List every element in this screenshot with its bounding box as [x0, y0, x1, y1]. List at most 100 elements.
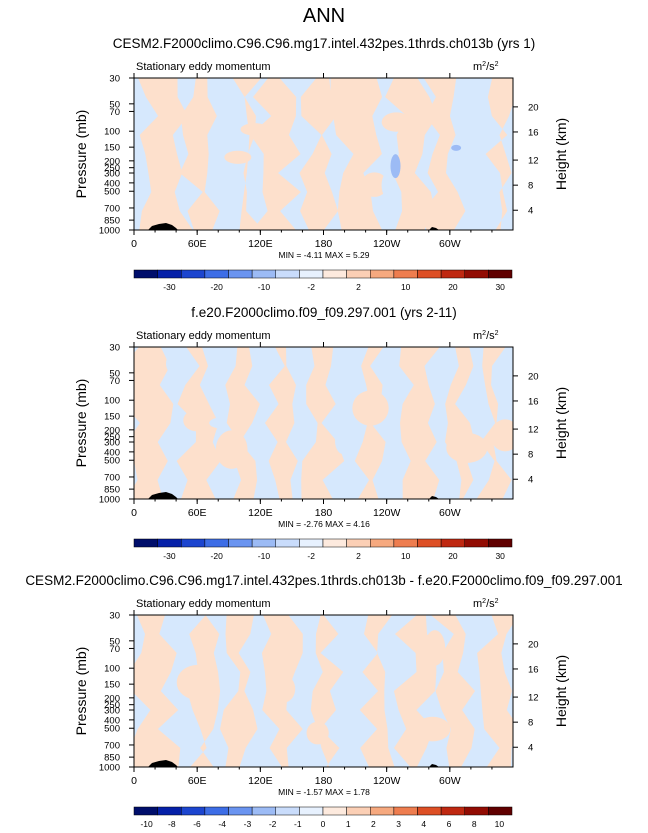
colorbar-swatch — [299, 538, 324, 548]
colorbar-label: 20 — [448, 551, 458, 561]
positive-region — [359, 615, 395, 767]
y2-tick-label: 16 — [528, 664, 539, 675]
positive-region — [422, 78, 466, 230]
positive-region — [250, 78, 301, 230]
colorbar-swatch — [133, 806, 158, 816]
colorbar-label: 20 — [448, 282, 458, 292]
colorbar-swatch — [370, 538, 395, 548]
colorbar-label: 10 — [401, 551, 411, 561]
colorbar-swatch — [133, 269, 158, 279]
negative-patch — [432, 360, 459, 382]
field-label: Stationary eddy momentum — [136, 61, 271, 73]
colorbar-swatch — [393, 538, 418, 548]
x-tick-label: 60W — [439, 775, 461, 787]
field-label: Stationary eddy momentum — [136, 598, 271, 610]
positive-region — [301, 347, 345, 499]
panel-title: f.e20.F2000climo.f09_f09.297.001 (yrs 2-… — [191, 305, 456, 320]
x-tick-label: 60E — [188, 507, 207, 519]
y-tick-label: 150 — [104, 143, 120, 154]
y2-tick-label: 8 — [528, 450, 533, 461]
colorbar-label: 30 — [495, 551, 505, 561]
y-tick-label: 200 — [104, 425, 120, 436]
y-tick-label: 850 — [104, 485, 120, 496]
colorbar-swatch — [299, 806, 324, 816]
colorbar-label: -4 — [218, 819, 226, 829]
y2-tick-label: 12 — [528, 156, 539, 167]
y2-axis-label: Height (km) — [553, 655, 569, 727]
x-tick-label: 60W — [439, 238, 461, 250]
y-axis-label: Pressure (mb) — [73, 379, 89, 468]
colorbar-label: -2 — [269, 819, 277, 829]
y-tick-label: 700 — [104, 203, 120, 214]
negative-patch — [335, 427, 351, 455]
colorbar-swatch — [464, 538, 489, 548]
y-tick-label: 150 — [104, 412, 120, 423]
y-tick-label: 100 — [104, 127, 120, 138]
positive-patch — [414, 716, 451, 742]
y-axis-label: Pressure (mb) — [73, 110, 89, 199]
positive-region — [399, 347, 440, 499]
positive-patch — [233, 702, 254, 735]
y2-tick-label: 16 — [528, 127, 539, 138]
positive-patch — [272, 675, 296, 703]
panel-title: CESM2.F2000climo.C96.C96.mg17.intel.432p… — [113, 36, 535, 51]
positive-patch — [183, 409, 211, 432]
positive-region — [299, 78, 339, 230]
terrain-mask — [148, 492, 178, 499]
colorbar-swatch — [393, 269, 418, 279]
positive-region — [265, 347, 298, 499]
y-tick-label: 50 — [109, 368, 120, 379]
colorbar-label: -6 — [193, 819, 201, 829]
positive-region — [385, 78, 438, 230]
colorbar-swatch — [440, 538, 465, 548]
y-tick-label: 100 — [104, 664, 120, 675]
y2-tick-label: 12 — [528, 425, 539, 436]
colorbar-swatch — [440, 269, 465, 279]
y-tick-label: 1000 — [99, 226, 120, 237]
y2-tick-label: 20 — [528, 371, 539, 382]
y-tick-label: 1000 — [99, 763, 120, 774]
positive-region — [445, 347, 475, 499]
y-tick-label: 850 — [104, 753, 120, 764]
y-tick-label: 700 — [104, 740, 120, 751]
colorbar-swatch — [181, 538, 206, 548]
y2-axis-label: Height (km) — [553, 387, 569, 459]
colorbar-label: -10 — [140, 819, 153, 829]
colorbar-swatch — [370, 806, 395, 816]
terrain-mask — [429, 227, 439, 230]
positive-region — [179, 78, 220, 230]
colorbar-swatch — [370, 269, 395, 279]
colorbar-label: 8 — [472, 819, 477, 829]
colorbar-swatch — [417, 806, 442, 816]
x-tick-label: 120E — [248, 507, 273, 519]
colorbar-swatch — [275, 538, 300, 548]
colorbar-swatch — [181, 269, 206, 279]
y2-tick-label: 12 — [528, 693, 539, 704]
y-tick-label: 30 — [109, 343, 120, 354]
y2-tick-label: 8 — [528, 181, 533, 192]
y-tick-label: 700 — [104, 472, 120, 483]
x-tick-label: 120W — [373, 238, 401, 250]
y-tick-label: 30 — [109, 74, 120, 85]
y-tick-label: 70 — [109, 107, 120, 118]
y2-tick-label: 8 — [528, 718, 533, 729]
positive-region — [134, 347, 174, 499]
positive-patch — [490, 419, 513, 452]
positive-patch — [240, 123, 269, 136]
colorbar-swatch — [157, 269, 182, 279]
terrain-mask — [148, 760, 178, 767]
min-max-label: MIN = -2.76 MAX = 4.16 — [278, 519, 370, 529]
colorbar-swatch — [204, 269, 229, 279]
colorbar-label: -20 — [211, 551, 224, 561]
chart-panel-1: CESM2.F2000climo.C96.C96.mg17.intel.432p… — [73, 36, 569, 292]
positive-region — [430, 615, 475, 767]
x-tick-label: 120W — [373, 775, 401, 787]
colorbar-swatch — [464, 806, 489, 816]
colorbar-label: 1 — [346, 819, 351, 829]
contour-field — [134, 78, 513, 230]
strong-negative-region — [451, 144, 462, 151]
contour-field — [134, 347, 513, 499]
colorbar-swatch — [393, 806, 418, 816]
colorbar-label: -3 — [244, 819, 252, 829]
